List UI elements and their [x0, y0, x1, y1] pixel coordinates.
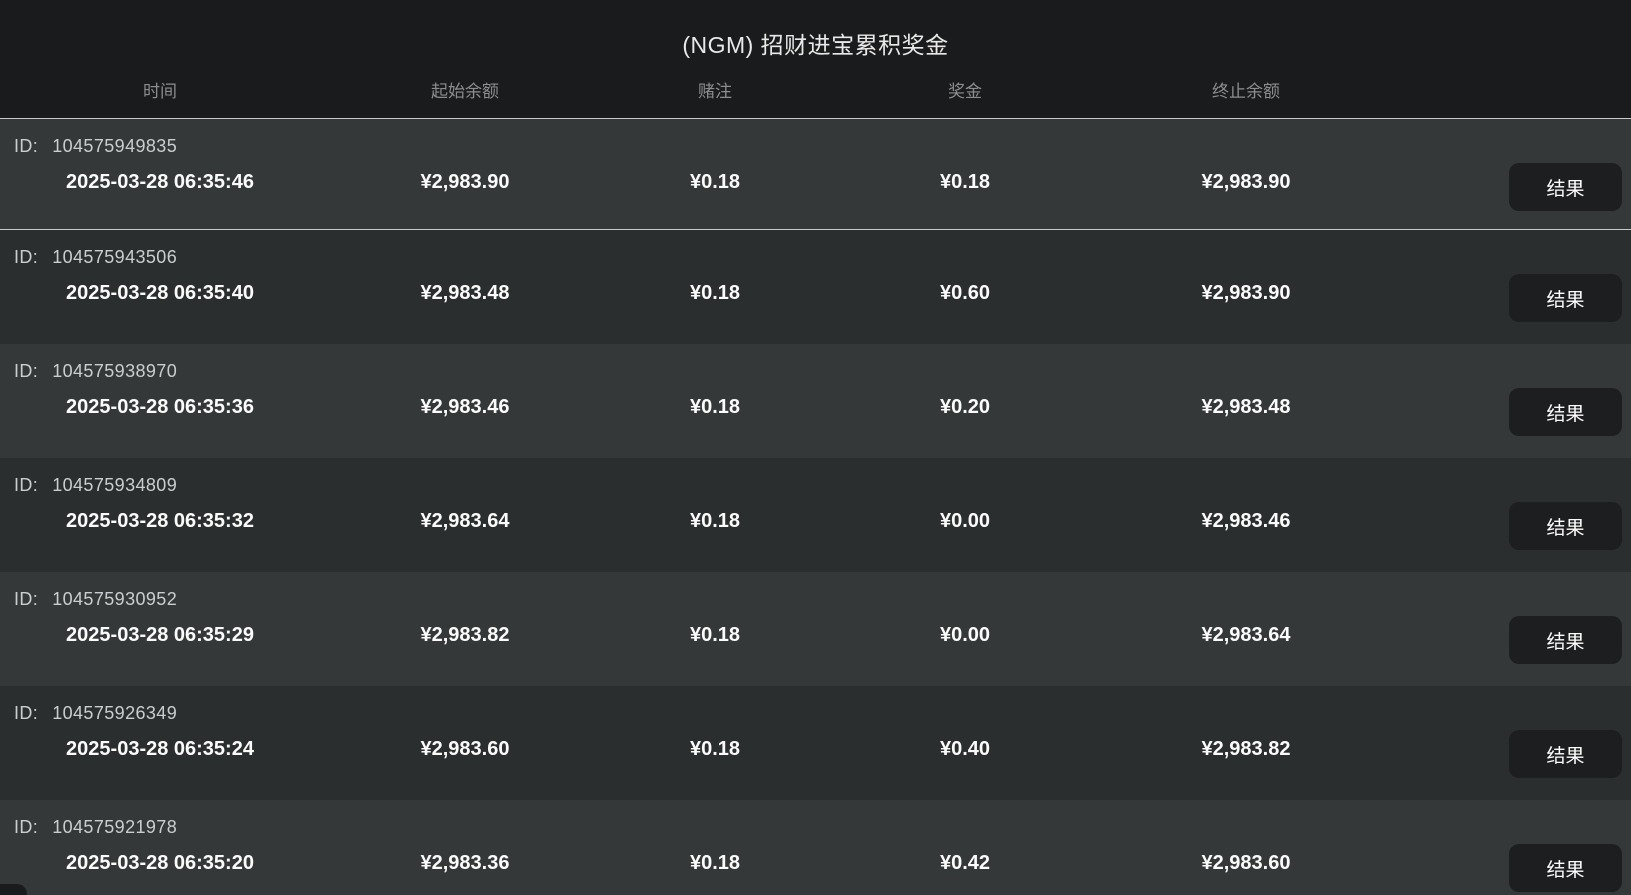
end-balance-cell: ¥2,983.60 [1201, 852, 1291, 874]
result-button[interactable]: 结果 [1509, 163, 1622, 211]
table-row: ID: 104575926349 2025-03-28 06:35:24 ¥2,9… [0, 686, 1631, 800]
id-label: ID: [14, 361, 39, 381]
prize-cell: ¥0.18 [939, 171, 991, 193]
row-id: ID: 104575926349 [14, 703, 177, 724]
time-cell: 2025-03-28 06:35:32 [66, 510, 254, 532]
bet-cell: ¥0.18 [689, 282, 741, 304]
prize-cell: ¥0.42 [939, 852, 991, 874]
id-value: 104575943506 [52, 247, 178, 267]
time-cell: 2025-03-28 06:35:46 [66, 171, 254, 193]
id-label: ID: [14, 817, 39, 837]
id-value: 104575930952 [52, 589, 178, 609]
result-button[interactable]: 结果 [1509, 502, 1622, 550]
end-balance-cell: ¥2,983.46 [1201, 510, 1291, 532]
time-cell: 2025-03-28 06:35:29 [66, 624, 254, 646]
column-header-start-balance: 起始余额 [431, 82, 499, 101]
start-balance-cell: ¥2,983.64 [420, 510, 510, 532]
result-button[interactable]: 结果 [1509, 274, 1622, 322]
bet-cell: ¥0.18 [689, 738, 741, 760]
id-label: ID: [14, 475, 39, 495]
row-id: ID: 104575930952 [14, 589, 177, 610]
end-balance-cell: ¥2,983.90 [1201, 171, 1291, 193]
prize-cell: ¥0.00 [939, 510, 991, 532]
start-balance-cell: ¥2,983.82 [420, 624, 510, 646]
start-balance-cell: ¥2,983.46 [420, 396, 510, 418]
result-button[interactable]: 结果 [1509, 388, 1622, 436]
row-id: ID: 104575934809 [14, 475, 177, 496]
time-cell: 2025-03-28 06:35:40 [66, 282, 254, 304]
column-header-end-balance: 终止余额 [1212, 82, 1280, 101]
row-id: ID: 104575943506 [14, 247, 177, 268]
id-label: ID: [14, 589, 39, 609]
id-label: ID: [14, 136, 39, 156]
time-cell: 2025-03-28 06:35:24 [66, 738, 254, 760]
page-title: (NGM) 招财进宝累积奖金 [682, 32, 949, 58]
table-row: ID: 104575938970 2025-03-28 06:35:36 ¥2,9… [0, 344, 1631, 458]
start-balance-cell: ¥2,983.90 [420, 171, 510, 193]
bet-cell: ¥0.18 [689, 510, 741, 532]
result-button[interactable]: 结果 [1509, 616, 1622, 664]
id-value: 104575938970 [52, 361, 178, 381]
table-row: ID: 104575943506 2025-03-28 06:35:40 ¥2,9… [0, 230, 1631, 344]
bet-cell: ¥0.18 [689, 171, 741, 193]
end-balance-cell: ¥2,983.90 [1201, 282, 1291, 304]
start-balance-cell: ¥2,983.36 [420, 852, 510, 874]
id-value: 104575949835 [52, 136, 178, 156]
end-balance-cell: ¥2,983.64 [1201, 624, 1291, 646]
result-button[interactable]: 结果 [1509, 730, 1622, 778]
id-label: ID: [14, 703, 39, 723]
column-header-bet: 赌注 [698, 82, 732, 101]
prize-cell: ¥0.40 [939, 738, 991, 760]
end-balance-cell: ¥2,983.82 [1201, 738, 1291, 760]
bet-cell: ¥0.18 [689, 624, 741, 646]
time-cell: 2025-03-28 06:35:36 [66, 396, 254, 418]
history-list: ID: 104575949835 2025-03-28 06:35:46 ¥2,9… [0, 118, 1631, 895]
table-row: ID: 104575934809 2025-03-28 06:35:32 ¥2,9… [0, 458, 1631, 572]
column-header-time: 时间 [143, 82, 177, 101]
id-value: 104575934809 [52, 475, 178, 495]
bottom-left-corner-shape [0, 884, 27, 895]
table-row: ID: 104575949835 2025-03-28 06:35:46 ¥2,9… [0, 118, 1631, 230]
row-id: ID: 104575921978 [14, 817, 177, 838]
id-label: ID: [14, 247, 39, 267]
id-value: 104575921978 [52, 817, 178, 837]
bet-cell: ¥0.18 [689, 852, 741, 874]
row-id: ID: 104575949835 [14, 136, 177, 157]
prize-cell: ¥0.00 [939, 624, 991, 646]
table-row: ID: 104575930952 2025-03-28 06:35:29 ¥2,9… [0, 572, 1631, 686]
end-balance-cell: ¥2,983.48 [1201, 396, 1291, 418]
column-header-row: 时间 起始余额 赌注 奖金 终止余额 [0, 77, 1631, 101]
start-balance-cell: ¥2,983.48 [420, 282, 510, 304]
prize-cell: ¥0.20 [939, 396, 991, 418]
row-id: ID: 104575938970 [14, 361, 177, 382]
result-button[interactable]: 结果 [1509, 844, 1622, 892]
time-cell: 2025-03-28 06:35:20 [66, 852, 254, 874]
column-header-prize: 奖金 [948, 82, 982, 101]
prize-cell: ¥0.60 [939, 282, 991, 304]
start-balance-cell: ¥2,983.60 [420, 738, 510, 760]
table-row: ID: 104575921978 2025-03-28 06:35:20 ¥2,9… [0, 800, 1631, 895]
id-value: 104575926349 [52, 703, 178, 723]
bet-cell: ¥0.18 [689, 396, 741, 418]
